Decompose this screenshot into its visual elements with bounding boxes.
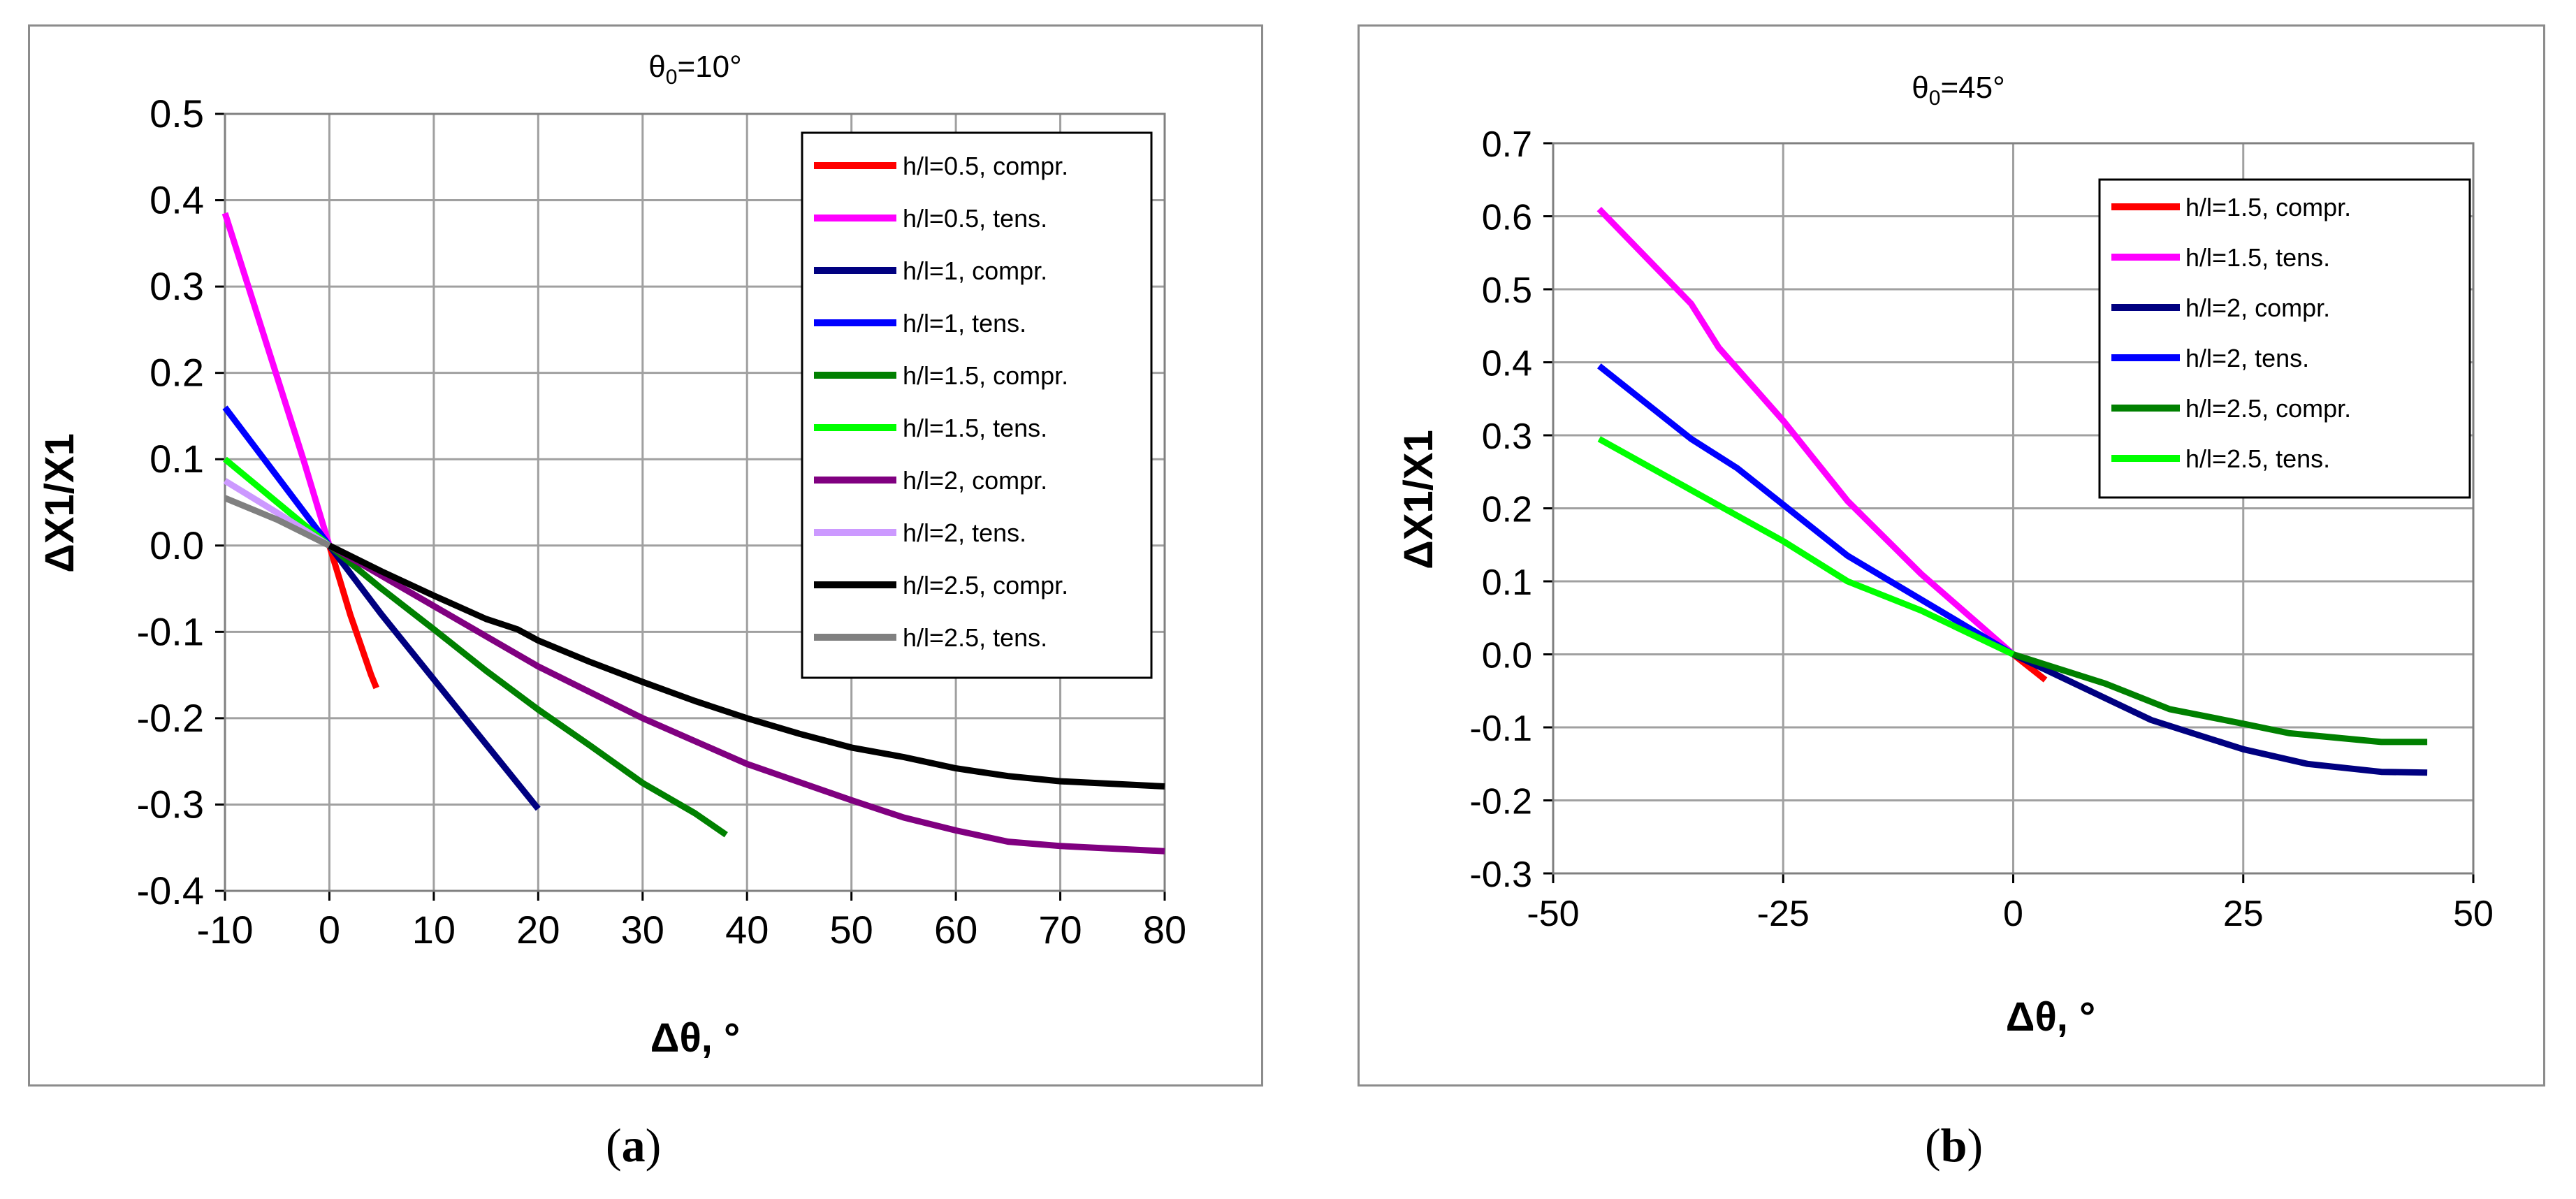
chart-a-x-tick-label: 60 xyxy=(934,908,977,952)
chart-a-legend-label: h/l=1, compr. xyxy=(903,256,1047,285)
chart-a-x-tick-label: -10 xyxy=(197,908,254,952)
chart-a-y-tick-label: 0.4 xyxy=(150,178,204,222)
chart-b-legend-label: h/l=1.5, tens. xyxy=(2185,243,2330,272)
chart-a-x-tick-label: 10 xyxy=(412,908,456,952)
chart-a-y-tick-label: 0.3 xyxy=(150,264,204,308)
chart-b-legend-box xyxy=(2098,178,2471,499)
chart-a-series-line xyxy=(328,542,1165,790)
chart-a-legend-label: h/l=2, compr. xyxy=(903,466,1047,495)
chart-a-legend-label: h/l=1, tens. xyxy=(903,309,1026,337)
chart-a-legend-label: h/l=0.5, tens. xyxy=(903,204,1047,233)
chart-b-x-tick-label: 50 xyxy=(2453,894,2494,934)
chart-a-y-tick-label: 0.5 xyxy=(150,92,204,136)
chart-b-legend-label: h/l=2.5, tens. xyxy=(2185,444,2330,473)
chart-b-legend-label: h/l=2.5, compr. xyxy=(2185,394,2351,423)
chart-a-y-tick-label: -0.1 xyxy=(137,609,205,653)
chart-a-series-line xyxy=(327,543,728,838)
chart-a-x-tick-label: 70 xyxy=(1038,908,1082,952)
chart-a-x-tick-label: 40 xyxy=(725,908,769,952)
chart-b-series-line xyxy=(1597,436,2015,657)
chart-a-legend-label: h/l=2.5, tens. xyxy=(903,623,1047,652)
chart-a-x-tick-label: 50 xyxy=(830,908,873,952)
chart-b-x-axis-label: Δθ, ° xyxy=(2006,994,2095,1040)
chart-a-x-tick-label: 30 xyxy=(621,908,664,952)
chart-a-x-tick-label: 20 xyxy=(516,908,560,952)
chart-b-legend-label: h/l=1.5, compr. xyxy=(2185,193,2351,221)
chart-b-x-tick-label: -25 xyxy=(1757,894,1810,934)
chart-a-y-tick-label: 0.0 xyxy=(150,523,204,567)
chart-b-y-tick-label: -0.2 xyxy=(1469,782,1532,822)
chart-b-y-tick-label: -0.1 xyxy=(1469,708,1532,749)
chart-a-legend-label: h/l=2.5, compr. xyxy=(903,571,1068,600)
chart-b-y-axis-label: ΔX1/X1 xyxy=(1396,430,1441,569)
chart-b-y-tick-label: 0.7 xyxy=(1482,124,1532,165)
chart-a-y-tick-label: 0.1 xyxy=(150,437,204,481)
chart-b-y-tick-label: 0.6 xyxy=(1482,198,1532,238)
chart-b-x-tick-label: 25 xyxy=(2223,894,2264,934)
caption-a: (a) xyxy=(606,1119,662,1172)
chart-a-series-line xyxy=(224,495,331,548)
chart-b-x-tick-label: 0 xyxy=(2003,894,2023,934)
chart-a-series-line xyxy=(326,544,379,690)
chart-b-series-line xyxy=(2012,651,2428,746)
chart-a-x-tick-label: 0 xyxy=(319,908,340,952)
chart-b-series-line xyxy=(1597,363,2015,657)
chart-b-x-tick-label: -50 xyxy=(1527,894,1579,934)
chart-b-y-tick-label: 0.4 xyxy=(1482,344,1532,384)
chart-b-y-tick-label: 0.2 xyxy=(1482,490,1532,530)
chart-a-legend-label: h/l=2, tens. xyxy=(903,518,1026,547)
chart-a-legend-label: h/l=1.5, tens. xyxy=(903,414,1047,442)
chart-a-y-tick-label: -0.3 xyxy=(137,782,205,826)
chart-a-series-line xyxy=(326,544,541,811)
chart-a-y-tick-label: -0.4 xyxy=(137,869,205,913)
chart-a-title: θ0=10° xyxy=(648,50,741,89)
chart-b-plot-border xyxy=(1552,142,2475,875)
caption-b: (b) xyxy=(1925,1119,1984,1172)
chart-b-y-tick-label: 0.5 xyxy=(1482,270,1532,311)
chart-b-y-tick-label: 0.0 xyxy=(1482,636,1532,676)
chart-a-y-tick-label: 0.2 xyxy=(150,351,204,395)
chart-a-series-line xyxy=(328,542,1165,855)
chart-a-series-line xyxy=(222,405,332,548)
chart-a-legend-label: h/l=1.5, compr. xyxy=(903,361,1068,390)
chart-a-x-axis-label: Δθ, ° xyxy=(650,1015,740,1061)
chart-b-title: θ0=45° xyxy=(1912,71,2004,110)
chart-a-legend-label: h/l=0.5, compr. xyxy=(903,152,1068,180)
chart-b-y-tick-label: 0.3 xyxy=(1482,416,1532,457)
chart-b-legend-label: h/l=2, compr. xyxy=(2185,293,2330,322)
chart-a-y-axis-label: ΔX1/X1 xyxy=(37,433,82,573)
chart-b-series-line xyxy=(1596,206,2016,657)
chart-b-y-tick-label: 0.1 xyxy=(1482,562,1532,603)
chart-a-plot-border xyxy=(224,112,1166,892)
chart-b-series-line xyxy=(2011,651,2428,776)
chart-b-legend-label: h/l=2, tens. xyxy=(2185,344,2309,372)
chart-b-y-tick-label: -0.3 xyxy=(1469,855,1532,895)
chart-a-y-tick-label: -0.2 xyxy=(137,696,205,740)
chart-a-series-line xyxy=(221,212,333,547)
chart-a-x-tick-label: 80 xyxy=(1143,908,1186,952)
